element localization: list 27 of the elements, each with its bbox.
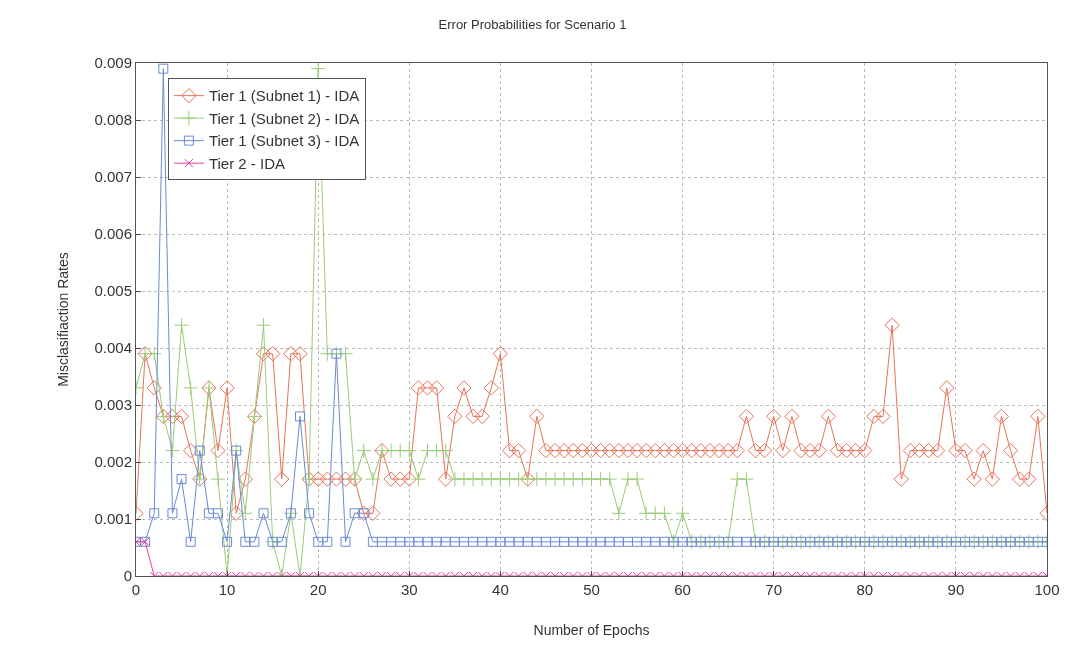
legend-label: Tier 2 - IDA <box>208 154 286 172</box>
y-tick-label: 0.004 <box>94 339 132 357</box>
x-tick-label: 30 <box>400 581 418 598</box>
y-tick-label: 0.002 <box>94 453 132 471</box>
y-tick-label: 0.006 <box>94 225 132 243</box>
x-tick-label: 20 <box>309 581 327 598</box>
x-tick-label: 10 <box>218 581 236 598</box>
y-tick-label: 0.001 <box>94 510 132 528</box>
y-tick-label: 0.005 <box>94 282 132 300</box>
y-tick-label: 0.009 <box>94 54 132 72</box>
x-tick-label: 100 <box>1034 581 1060 598</box>
x-tick-label: 50 <box>583 581 600 598</box>
chart-title: Error Probabilities for Scenario 1 <box>438 16 627 32</box>
x-axis-title: Number of Epochs <box>533 622 650 639</box>
x-tick-label: 80 <box>856 581 874 598</box>
x-tick-label: 40 <box>492 581 509 598</box>
y-tick-label: 0.007 <box>94 168 132 186</box>
x-tick-label: 60 <box>674 581 691 598</box>
y-tick-label: 0.003 <box>94 396 132 414</box>
x-tick-label: 90 <box>947 581 965 598</box>
y-axis-title: Misclasifiaction Rates <box>55 252 72 387</box>
legend-label: Tier 1 (Subnet 2) - IDA <box>208 109 360 127</box>
x-tick-label: 70 <box>765 581 783 598</box>
y-tick-label: 0 <box>123 567 132 585</box>
legend-label: Tier 1 (Subnet 1) - IDA <box>208 87 360 105</box>
y-tick-label: 0.008 <box>94 111 132 129</box>
legend-label: Tier 1 (Subnet 3) - IDA <box>208 132 360 150</box>
